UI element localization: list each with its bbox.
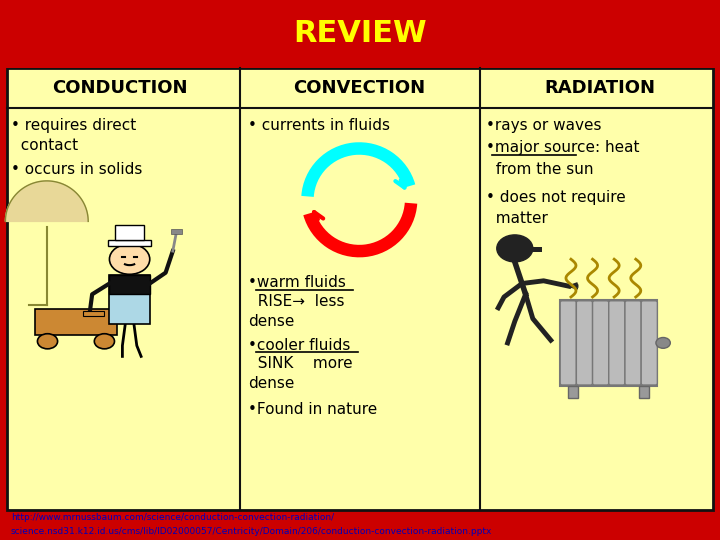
Text: RISE→  less: RISE→ less (248, 294, 345, 309)
Polygon shape (6, 181, 89, 221)
FancyBboxPatch shape (609, 301, 625, 385)
FancyBboxPatch shape (560, 300, 657, 386)
Text: SINK    more: SINK more (248, 356, 353, 372)
Circle shape (656, 338, 670, 348)
Text: CONDUCTION: CONDUCTION (52, 79, 188, 97)
Text: science.nsd31.k12.id.us/cms/lib/ID02000057/Centricity/Domain/206/conduction-conv: science.nsd31.k12.id.us/cms/lib/ID020000… (11, 526, 492, 536)
FancyBboxPatch shape (568, 386, 578, 398)
Text: REVIEW: REVIEW (293, 19, 427, 48)
Text: RADIATION: RADIATION (544, 79, 655, 97)
Text: http://www.mrnussbaum.com/science/conduction-convection-radiation/: http://www.mrnussbaum.com/science/conduc… (11, 513, 334, 522)
Text: CONVECTION: CONVECTION (294, 79, 426, 97)
FancyBboxPatch shape (560, 301, 577, 385)
FancyBboxPatch shape (109, 275, 150, 324)
Text: dense: dense (248, 314, 294, 329)
Circle shape (109, 244, 150, 274)
Text: • requires direct: • requires direct (11, 118, 136, 133)
FancyBboxPatch shape (625, 301, 641, 385)
FancyBboxPatch shape (83, 310, 104, 316)
Text: from the sun: from the sun (486, 162, 593, 177)
FancyBboxPatch shape (528, 247, 542, 252)
Circle shape (497, 235, 533, 262)
FancyBboxPatch shape (108, 240, 151, 246)
Circle shape (94, 334, 114, 349)
FancyBboxPatch shape (115, 225, 144, 240)
Text: dense: dense (248, 376, 294, 392)
Circle shape (37, 334, 58, 349)
Text: matter: matter (486, 211, 548, 226)
FancyBboxPatch shape (577, 301, 593, 385)
Text: •Found in nature: •Found in nature (248, 402, 378, 417)
Text: contact: contact (11, 138, 78, 153)
Text: • occurs in solids: • occurs in solids (11, 162, 142, 177)
FancyBboxPatch shape (642, 301, 657, 385)
Text: •cooler fluids: •cooler fluids (248, 338, 351, 353)
Text: • currents in fluids: • currents in fluids (248, 118, 390, 133)
FancyBboxPatch shape (109, 275, 150, 294)
Text: •major source: heat: •major source: heat (486, 140, 639, 156)
Bar (0, 0, 720, 68)
Text: • does not require: • does not require (486, 190, 626, 205)
FancyBboxPatch shape (35, 309, 117, 335)
Text: •rays or waves: •rays or waves (486, 118, 601, 133)
FancyBboxPatch shape (639, 386, 649, 398)
FancyBboxPatch shape (593, 301, 609, 385)
Bar (7, 68, 713, 510)
FancyBboxPatch shape (171, 230, 182, 234)
Text: •warm fluids: •warm fluids (248, 275, 346, 291)
